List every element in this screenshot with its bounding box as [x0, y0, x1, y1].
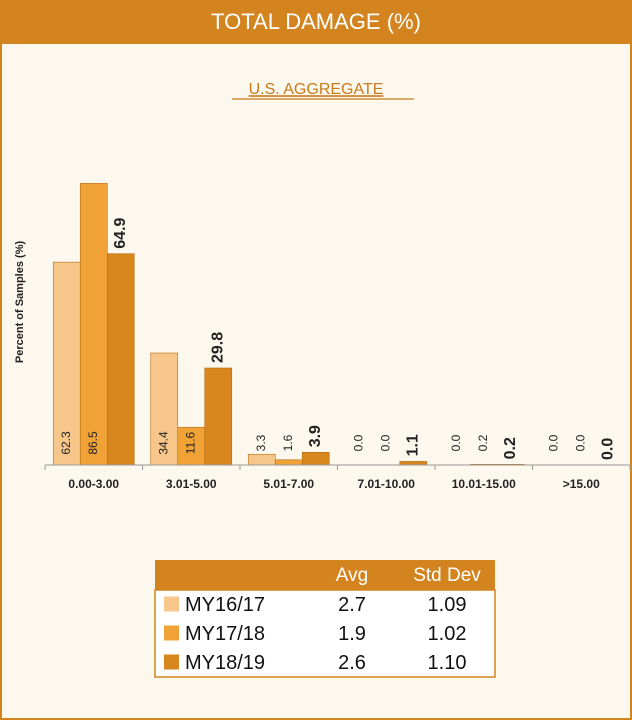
data-label: 0.2	[476, 434, 490, 451]
legend-label: MY18/19	[185, 652, 265, 674]
table-cell: 1.09	[428, 594, 467, 616]
legend-swatch	[164, 654, 179, 670]
bar	[150, 352, 179, 466]
table-cell: 1.02	[428, 623, 467, 645]
data-label: 3.9	[307, 425, 324, 447]
chart-subtitle: U.S. AGGREGATE	[249, 81, 384, 98]
data-label: 0.0	[573, 434, 587, 451]
data-label: 34.4	[156, 431, 170, 455]
legend-swatch	[164, 596, 179, 612]
bar	[274, 459, 303, 466]
table-cell: 2.7	[338, 594, 366, 616]
bar	[79, 183, 108, 466]
data-label: 64.9	[112, 217, 129, 248]
data-label: 3.3	[254, 434, 268, 451]
data-label: 0.0	[378, 434, 392, 451]
table-body	[154, 589, 496, 678]
data-label: 29.8	[209, 332, 226, 363]
legend-label: MY16/17	[185, 594, 265, 616]
x-tick-label: 7.01-10.00	[358, 477, 416, 491]
bar	[301, 452, 330, 466]
x-tick-label: >15.00	[563, 477, 600, 491]
table-header-cell: Std Dev	[413, 565, 481, 586]
table-cell: 1.10	[428, 652, 467, 674]
legend-label: MY17/18	[185, 623, 265, 645]
table-header-cell: Avg	[336, 565, 368, 586]
table-cell: 1.9	[338, 623, 366, 645]
legend-swatch	[164, 625, 179, 641]
y-axis-label: Percent of Samples (%)	[14, 241, 26, 364]
data-label: 0.0	[351, 434, 365, 451]
x-tick-label: 5.01-7.00	[263, 477, 314, 491]
data-label: 0.0	[599, 438, 616, 460]
bar	[106, 253, 135, 466]
table-header	[155, 560, 495, 590]
data-label: 1.6	[281, 434, 295, 451]
table-cell: 2.6	[338, 652, 366, 674]
bar	[204, 367, 233, 466]
data-label: 0.0	[449, 434, 463, 451]
x-tick-label: 10.01-15.00	[452, 477, 516, 491]
data-label: 0.0	[546, 434, 560, 451]
data-label: 86.5	[86, 431, 100, 455]
data-label: 62.3	[59, 431, 73, 455]
data-label: 1.1	[404, 434, 421, 456]
chart-title: TOTAL DAMAGE (%)	[211, 9, 421, 34]
x-tick-label: 0.00-3.00	[68, 477, 119, 491]
data-label: 0.2	[502, 437, 519, 459]
x-tick-label: 3.01-5.00	[166, 477, 217, 491]
header-bar	[0, 0, 632, 44]
bar	[247, 453, 276, 466]
bar	[399, 461, 428, 466]
data-label: 11.6	[183, 431, 197, 454]
